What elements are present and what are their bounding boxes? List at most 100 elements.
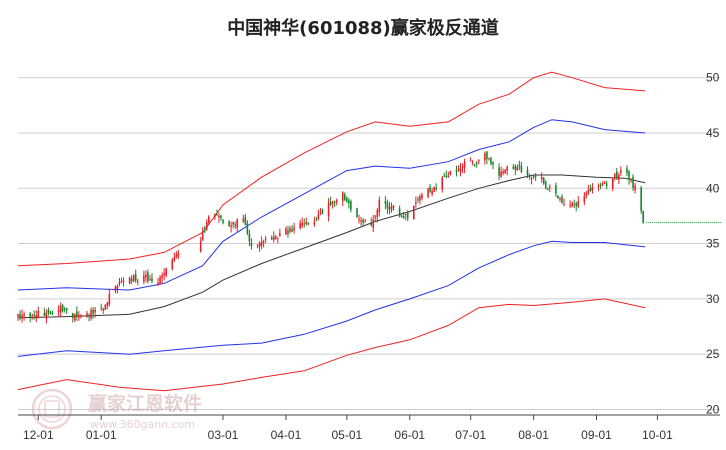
candle-body <box>573 204 575 206</box>
candle-body <box>634 185 636 191</box>
candle-body <box>122 281 125 283</box>
candle-body <box>31 314 34 316</box>
candle-body <box>463 161 466 168</box>
candle-body <box>76 311 78 317</box>
candle-body <box>19 313 21 319</box>
candle-body <box>544 181 547 188</box>
candle-body <box>585 192 588 196</box>
candle-body <box>378 200 381 213</box>
candle-body <box>447 175 450 177</box>
candle-body <box>362 219 364 223</box>
candle-body <box>445 175 448 177</box>
candle-body <box>244 217 247 225</box>
candle-body <box>149 279 151 281</box>
candle-body <box>151 278 153 282</box>
candle-body <box>220 215 222 219</box>
candle-body <box>86 313 88 317</box>
candle-body <box>626 168 628 173</box>
candle-body <box>37 311 40 318</box>
candle-body <box>45 312 48 319</box>
candle-body <box>177 253 180 257</box>
inner-lower-band <box>17 240 646 357</box>
candle-body <box>616 171 618 178</box>
candle-body <box>528 175 531 177</box>
candle-body <box>147 272 149 282</box>
candle-body <box>90 309 92 319</box>
candle-body <box>441 177 444 190</box>
x-tick-label: 07-01 <box>455 428 486 442</box>
candle-body <box>421 194 423 199</box>
candle-body <box>530 178 533 180</box>
y-tick-label: 30 <box>706 292 720 306</box>
y-tick-label: 50 <box>706 71 720 85</box>
candle-body <box>270 237 273 240</box>
candle-body <box>364 220 366 222</box>
candle-body <box>100 308 103 310</box>
candle-body <box>256 244 259 246</box>
candle-body <box>279 233 281 237</box>
candle-body <box>534 175 537 177</box>
candle-body <box>331 201 334 204</box>
outer-lower-band <box>17 298 646 392</box>
candle-body <box>23 314 25 316</box>
candle-body <box>262 241 265 243</box>
candle-body <box>274 236 277 239</box>
candle-body <box>469 160 472 162</box>
candle-body <box>130 278 133 281</box>
candle-body <box>516 167 519 171</box>
y-tick-label: 25 <box>706 347 720 361</box>
candle-body <box>577 201 580 207</box>
candle-body <box>43 312 46 316</box>
watermark: 赢家江恩软件 www.360gann.com <box>31 388 202 431</box>
candle-body <box>520 165 523 172</box>
candle-body <box>205 221 208 230</box>
candle-body <box>242 218 245 222</box>
candle-body <box>457 169 460 171</box>
candle-body <box>216 214 218 216</box>
candle-body <box>461 167 464 169</box>
candle-body <box>143 275 145 282</box>
candle-body <box>514 165 517 170</box>
candle-body <box>563 203 565 205</box>
candle-body <box>640 187 642 211</box>
candle-body <box>29 313 31 317</box>
candle-body <box>299 223 301 229</box>
candle-body <box>435 188 437 190</box>
candle-body <box>589 188 592 192</box>
candle-body <box>287 230 289 234</box>
candle-body <box>201 231 204 241</box>
candle-body <box>61 304 64 311</box>
candle-body <box>260 241 263 246</box>
candle-body <box>317 214 320 219</box>
candle-body <box>315 219 318 221</box>
candle-body <box>106 302 109 307</box>
candle-body <box>104 305 107 310</box>
candle-body <box>506 166 508 171</box>
candle-body <box>559 198 561 200</box>
candle-body <box>132 275 135 282</box>
candle-body <box>17 314 19 317</box>
candle-body <box>277 237 279 239</box>
candle-body <box>376 210 379 218</box>
candle-body <box>291 229 293 232</box>
candle-body <box>599 184 602 186</box>
candle-body <box>59 306 62 313</box>
x-tick-label: 05-01 <box>331 428 362 442</box>
candle-body <box>512 166 515 169</box>
candle-body <box>136 280 139 282</box>
candle-body <box>540 177 543 180</box>
candle-body <box>502 171 504 174</box>
candle-body <box>384 201 387 204</box>
candlesticks <box>17 151 722 324</box>
candle-body <box>429 186 431 192</box>
candle-body <box>591 187 594 191</box>
candle-body <box>222 220 224 223</box>
candle-body <box>526 169 529 176</box>
candle-body <box>88 315 90 317</box>
candle-body <box>341 192 344 202</box>
candle-body <box>546 188 549 190</box>
candle-body <box>246 223 249 234</box>
candle-body <box>272 236 275 241</box>
candle-body <box>92 309 94 314</box>
